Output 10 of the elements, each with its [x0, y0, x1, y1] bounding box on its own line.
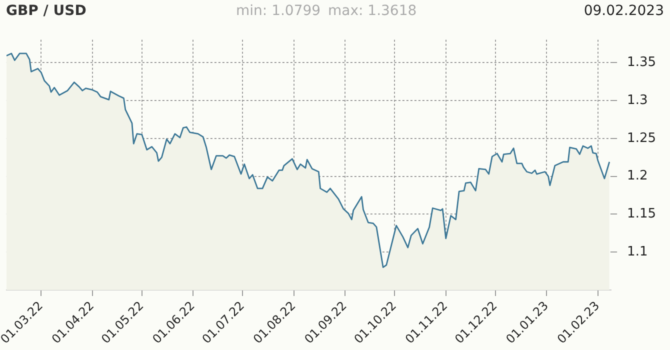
y-tick-label: 1.1 — [627, 244, 648, 260]
y-tick-label: 1.2 — [627, 168, 648, 184]
y-tick-label: 1.35 — [627, 54, 656, 70]
text: 09.02.2023 — [584, 3, 664, 19]
y-tick-label: 1.15 — [627, 206, 656, 222]
chart-title: GBP / USD — [6, 3, 86, 19]
y-tick-label: 1.3 — [627, 92, 648, 108]
text: min: 1.0799 — [236, 3, 321, 19]
text: max: 1.3618 — [328, 3, 417, 19]
y-tick-label: 1.25 — [627, 130, 656, 146]
